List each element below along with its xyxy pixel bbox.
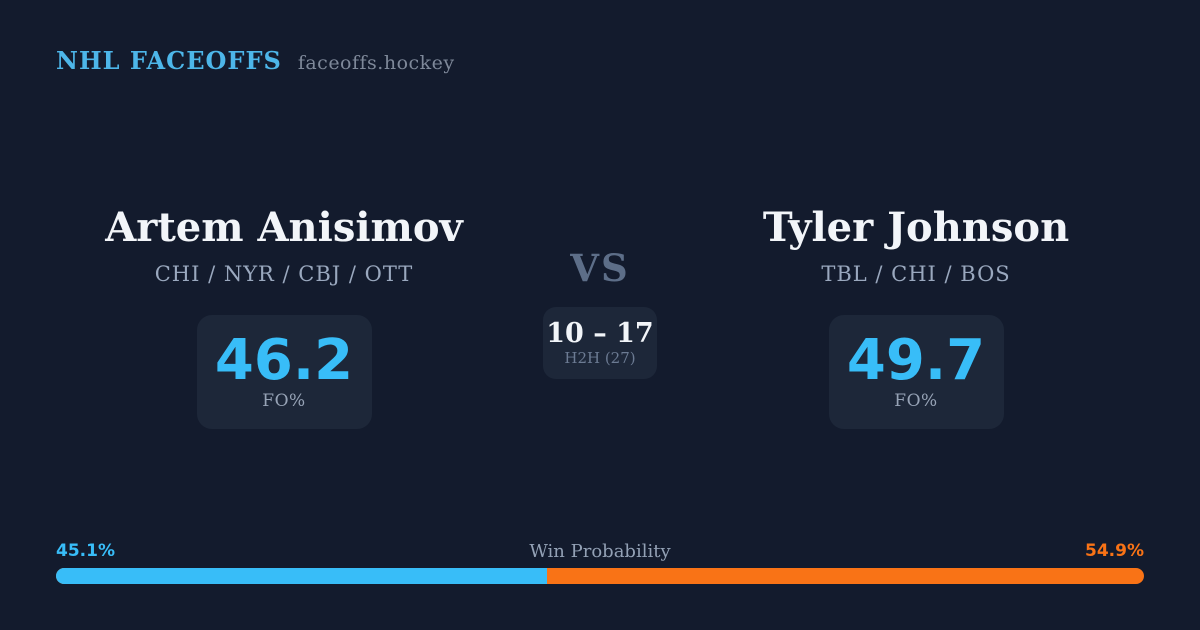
player-right-name: Tyler Johnson bbox=[762, 204, 1070, 251]
player-left-stat-label: FO% bbox=[262, 391, 306, 411]
site-url: faceoffs.hockey bbox=[297, 52, 455, 74]
player-left-name: Artem Anisimov bbox=[105, 204, 463, 251]
player-left-fo-pct: 46.2 bbox=[214, 328, 354, 393]
win-prob-left-pct: 45.1% bbox=[56, 541, 115, 561]
win-probability-title: Win Probability bbox=[529, 541, 671, 562]
h2h-box: 10 – 17 H2H (27) bbox=[543, 307, 657, 379]
brand-title: NHL FACEOFFS bbox=[56, 46, 282, 75]
header: NHL FACEOFFS faceoffs.hockey bbox=[56, 46, 455, 75]
h2h-label: H2H (27) bbox=[564, 349, 636, 368]
h2h-score: 10 – 17 bbox=[546, 317, 654, 349]
center-section: VS 10 – 17 H2H (27) bbox=[520, 250, 680, 379]
vs-label: VS bbox=[570, 246, 630, 290]
player-left-stat-box: 46.2 FO% bbox=[196, 315, 372, 429]
player-right-fo-pct: 49.7 bbox=[846, 328, 986, 393]
win-probability-bar bbox=[56, 568, 1144, 584]
player-left-teams: CHI / NYR / CBJ / OTT bbox=[154, 262, 414, 286]
win-prob-fill-left bbox=[56, 568, 547, 584]
player-right-section: Tyler Johnson TBL / CHI / BOS 49.7 FO% bbox=[726, 206, 1106, 429]
player-right-stat-label: FO% bbox=[894, 391, 938, 411]
player-left-section: Artem Anisimov CHI / NYR / CBJ / OTT 46.… bbox=[94, 206, 474, 429]
player-right-stat-box: 49.7 FO% bbox=[828, 315, 1004, 429]
win-prob-right-pct: 54.9% bbox=[1085, 541, 1144, 561]
win-probability-labels: 45.1% Win Probability 54.9% bbox=[56, 541, 1144, 563]
player-right-teams: TBL / CHI / BOS bbox=[821, 262, 1011, 286]
